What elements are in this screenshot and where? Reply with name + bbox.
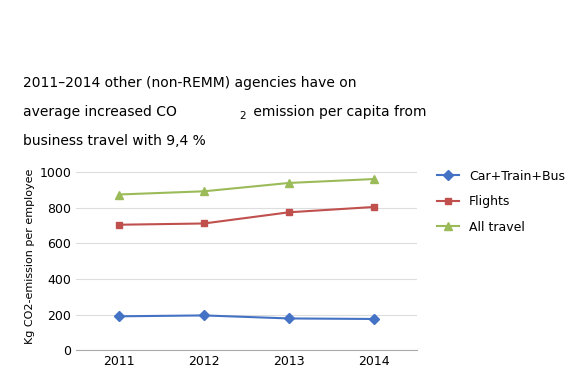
Text: Non-REMM agencies: + 9,4 %: Non-REMM agencies: + 9,4 % — [15, 16, 336, 35]
All travel — [286, 180, 293, 185]
All travel — [370, 177, 377, 181]
Line: Car+Train+Bus: Car+Train+Bus — [116, 312, 377, 322]
Flights — [286, 210, 293, 215]
Legend: Car+Train+Bus, Flights, All travel: Car+Train+Bus, Flights, All travel — [437, 170, 565, 234]
Car+Train+Bus — [200, 313, 207, 318]
Flights — [370, 205, 377, 209]
All travel — [115, 192, 122, 197]
Car+Train+Bus — [370, 317, 377, 321]
Car+Train+Bus — [115, 314, 122, 319]
Flights — [200, 221, 207, 226]
Text: emission per capita from: emission per capita from — [249, 105, 427, 119]
Text: 2011–2014 other (non-REMM) agencies have on: 2011–2014 other (non-REMM) agencies have… — [23, 76, 357, 90]
Line: Flights: Flights — [116, 203, 377, 228]
All travel — [200, 189, 207, 194]
Y-axis label: Kg CO2-emission per employee: Kg CO2-emission per employee — [25, 169, 35, 344]
Text: 2: 2 — [239, 111, 245, 121]
Line: All travel: All travel — [114, 175, 379, 199]
Flights — [115, 223, 122, 227]
Text: average increased CO: average increased CO — [23, 105, 177, 119]
Car+Train+Bus — [286, 316, 293, 321]
Text: business travel with 9,4 %: business travel with 9,4 % — [23, 134, 206, 148]
